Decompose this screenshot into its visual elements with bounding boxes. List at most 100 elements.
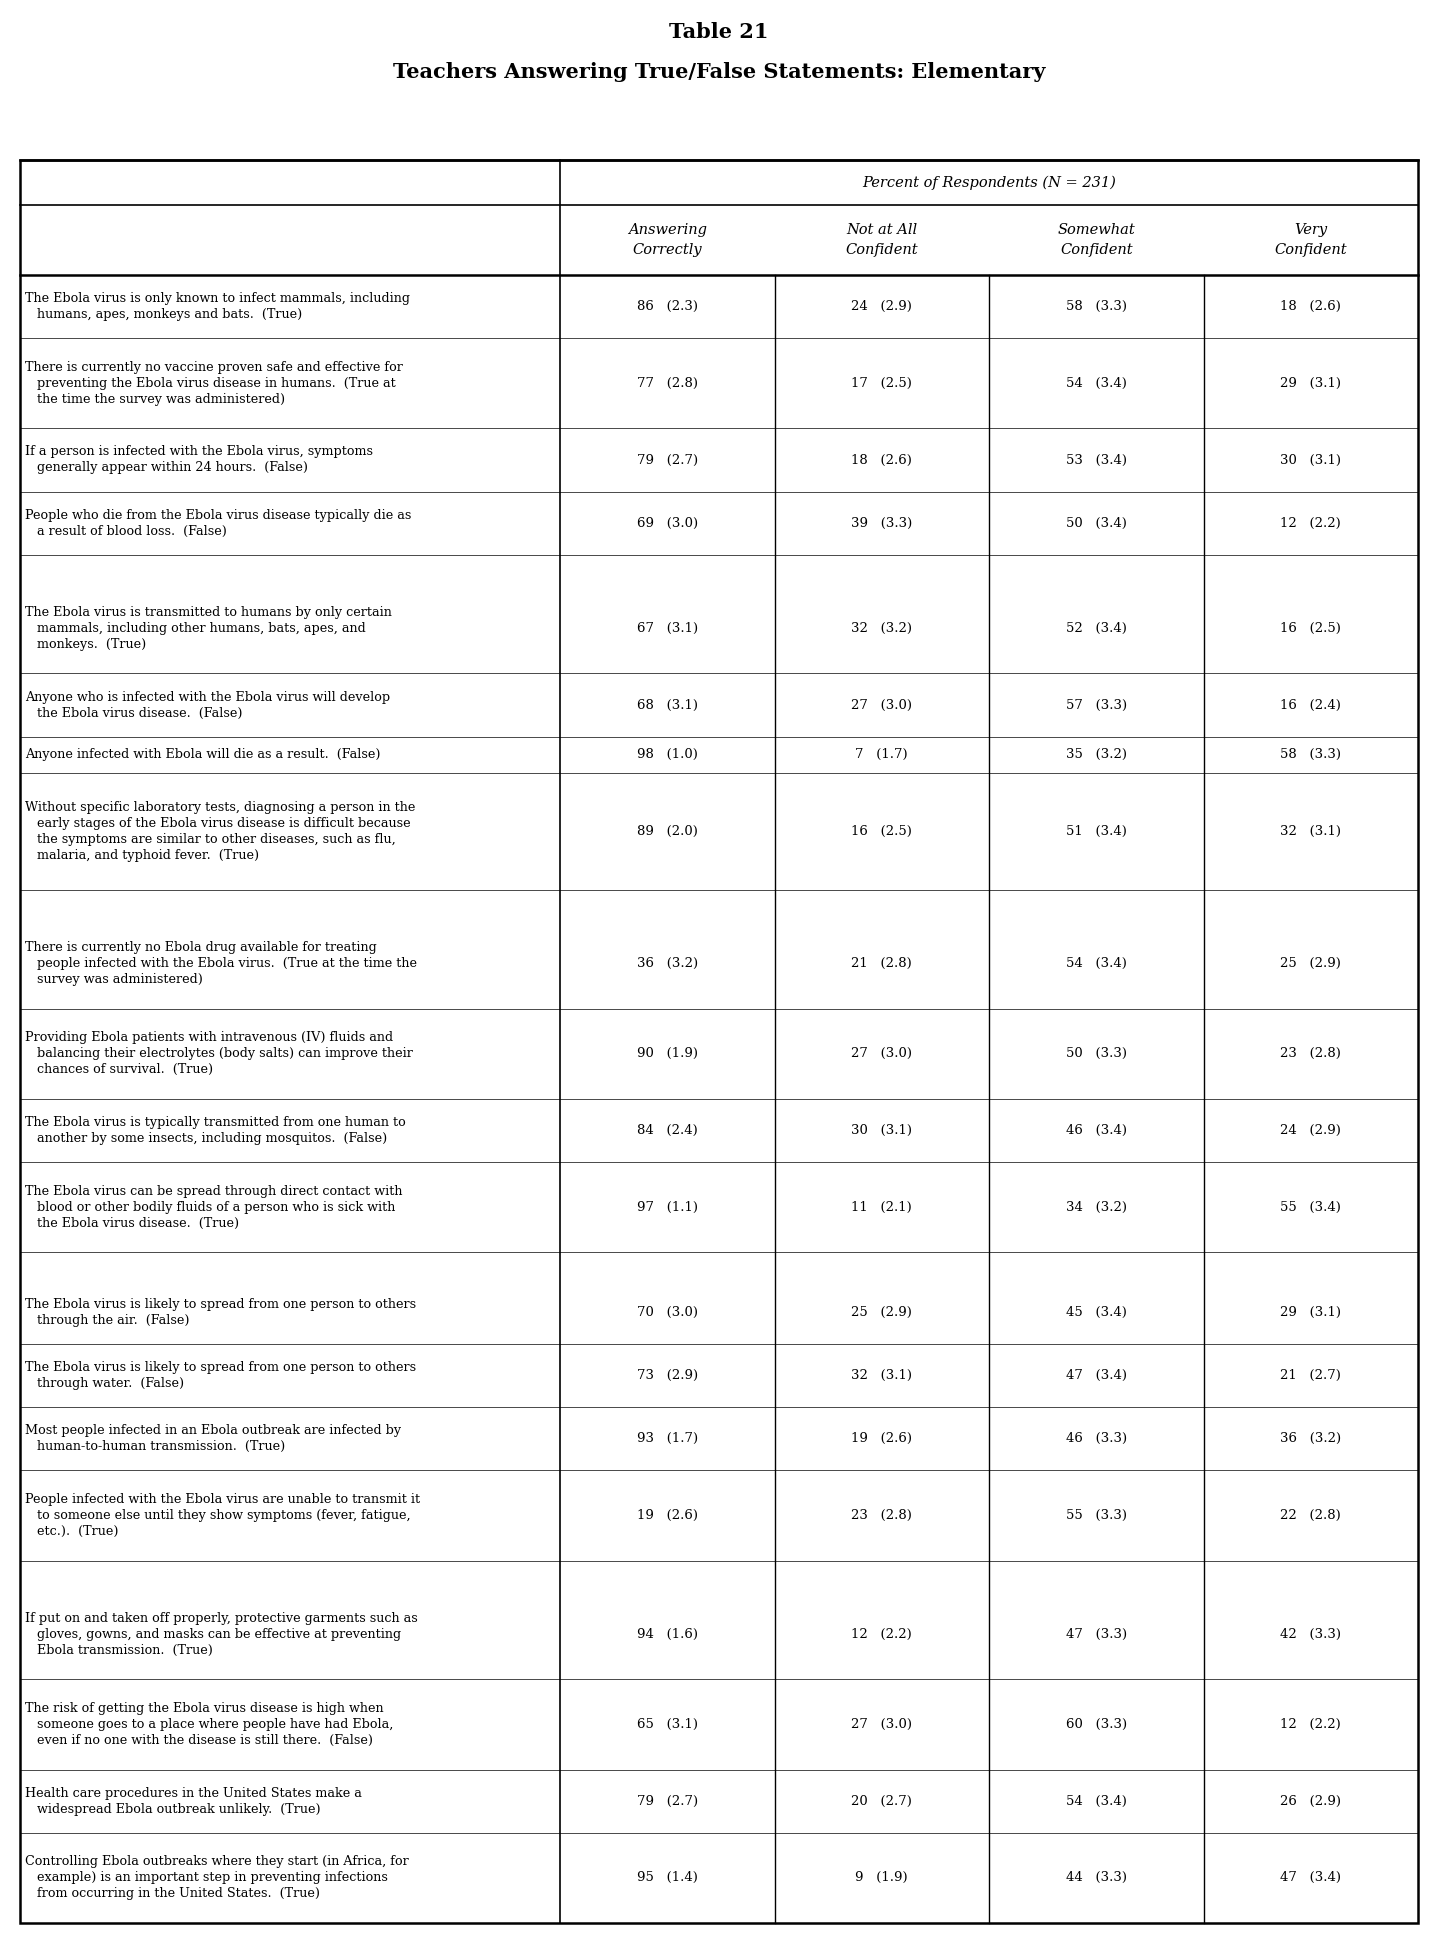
Text: 12   (2.2): 12 (2.2): [1280, 517, 1342, 530]
Text: 50   (3.3): 50 (3.3): [1066, 1047, 1127, 1061]
Text: 68   (3.1): 68 (3.1): [637, 699, 697, 711]
Text: Teachers Answering True/False Statements: Elementary: Teachers Answering True/False Statements…: [393, 62, 1045, 82]
Text: 50   (3.4): 50 (3.4): [1066, 517, 1127, 530]
Text: 73   (2.9): 73 (2.9): [637, 1370, 697, 1381]
Text: The Ebola virus can be spread through direct contact with
   blood or other bodi: The Ebola virus can be spread through di…: [24, 1185, 403, 1230]
Text: 16   (2.5): 16 (2.5): [1280, 622, 1342, 635]
Text: Without specific laboratory tests, diagnosing a person in the
   early stages of: Without specific laboratory tests, diagn…: [24, 801, 416, 863]
Text: 17   (2.5): 17 (2.5): [851, 377, 912, 391]
Text: 89   (2.0): 89 (2.0): [637, 824, 697, 837]
Text: 27   (3.0): 27 (3.0): [851, 699, 912, 711]
Text: 21   (2.7): 21 (2.7): [1280, 1370, 1342, 1381]
Text: 97   (1.1): 97 (1.1): [637, 1201, 697, 1214]
Text: 27   (3.0): 27 (3.0): [851, 1718, 912, 1731]
Text: 30   (3.1): 30 (3.1): [851, 1125, 912, 1137]
Text: The Ebola virus is typically transmitted from one human to
   another by some in: The Ebola virus is typically transmitted…: [24, 1115, 406, 1144]
Text: 16   (2.4): 16 (2.4): [1280, 699, 1342, 711]
Text: 25   (2.9): 25 (2.9): [851, 1306, 912, 1319]
Text: 20   (2.7): 20 (2.7): [851, 1795, 912, 1807]
Text: 36   (3.2): 36 (3.2): [637, 958, 697, 970]
Text: 23   (2.8): 23 (2.8): [1280, 1047, 1342, 1061]
Text: 18   (2.6): 18 (2.6): [1280, 299, 1342, 313]
Text: 70   (3.0): 70 (3.0): [637, 1306, 697, 1319]
Text: 19   (2.6): 19 (2.6): [851, 1432, 912, 1446]
Text: 47   (3.4): 47 (3.4): [1280, 1871, 1342, 1885]
Text: 95   (1.4): 95 (1.4): [637, 1871, 697, 1885]
Text: The Ebola virus is transmitted to humans by only certain
   mammals, including o: The Ebola virus is transmitted to humans…: [24, 606, 393, 651]
Text: 54   (3.4): 54 (3.4): [1066, 958, 1127, 970]
Text: 12   (2.2): 12 (2.2): [1280, 1718, 1342, 1731]
Text: 58   (3.3): 58 (3.3): [1280, 748, 1342, 762]
Text: 7   (1.7): 7 (1.7): [856, 748, 907, 762]
Text: 16   (2.5): 16 (2.5): [851, 824, 912, 837]
Text: 32   (3.2): 32 (3.2): [851, 622, 912, 635]
Text: 12   (2.2): 12 (2.2): [851, 1628, 912, 1640]
Text: 22   (2.8): 22 (2.8): [1280, 1510, 1342, 1521]
Text: 54   (3.4): 54 (3.4): [1066, 377, 1127, 391]
Text: 44   (3.3): 44 (3.3): [1066, 1871, 1127, 1885]
Text: 24   (2.9): 24 (2.9): [1280, 1125, 1342, 1137]
Text: 55   (3.4): 55 (3.4): [1280, 1201, 1342, 1214]
Text: 29   (3.1): 29 (3.1): [1280, 377, 1342, 391]
Text: 51   (3.4): 51 (3.4): [1066, 824, 1127, 837]
Text: 39   (3.3): 39 (3.3): [851, 517, 912, 530]
Text: If a person is infected with the Ebola virus, symptoms
   generally appear withi: If a person is infected with the Ebola v…: [24, 445, 372, 474]
Text: 98   (1.0): 98 (1.0): [637, 748, 697, 762]
Text: 32   (3.1): 32 (3.1): [851, 1370, 912, 1381]
Text: 69   (3.0): 69 (3.0): [637, 517, 697, 530]
Text: 46   (3.3): 46 (3.3): [1066, 1432, 1127, 1446]
Text: 77   (2.8): 77 (2.8): [637, 377, 697, 391]
Text: 30   (3.1): 30 (3.1): [1280, 453, 1342, 466]
Text: 29   (3.1): 29 (3.1): [1280, 1306, 1342, 1319]
Text: 26   (2.9): 26 (2.9): [1280, 1795, 1342, 1807]
Text: 21   (2.8): 21 (2.8): [851, 958, 912, 970]
Text: 79   (2.7): 79 (2.7): [637, 453, 697, 466]
Text: 11   (2.1): 11 (2.1): [851, 1201, 912, 1214]
Text: 79   (2.7): 79 (2.7): [637, 1795, 697, 1807]
Text: 54   (3.4): 54 (3.4): [1066, 1795, 1127, 1807]
Text: 60   (3.3): 60 (3.3): [1066, 1718, 1127, 1731]
Text: The risk of getting the Ebola virus disease is high when
   someone goes to a pl: The risk of getting the Ebola virus dise…: [24, 1702, 394, 1747]
Text: Answering
Correctly: Answering Correctly: [628, 223, 706, 256]
Text: 34   (3.2): 34 (3.2): [1066, 1201, 1127, 1214]
Text: 18   (2.6): 18 (2.6): [851, 453, 912, 466]
Text: Most people infected in an Ebola outbreak are infected by
   human-to-human tran: Most people infected in an Ebola outbrea…: [24, 1424, 401, 1453]
Text: The Ebola virus is likely to spread from one person to others
   through water. : The Ebola virus is likely to spread from…: [24, 1362, 416, 1389]
Text: Percent of Respondents (N = 231): Percent of Respondents (N = 231): [861, 175, 1116, 190]
Text: 25   (2.9): 25 (2.9): [1280, 958, 1342, 970]
Text: 32   (3.1): 32 (3.1): [1280, 824, 1342, 837]
Text: If put on and taken off properly, protective garments such as
   gloves, gowns, : If put on and taken off properly, protec…: [24, 1613, 418, 1657]
Text: 67   (3.1): 67 (3.1): [637, 622, 697, 635]
Text: 90   (1.9): 90 (1.9): [637, 1047, 697, 1061]
Text: People who die from the Ebola virus disease typically die as
   a result of bloo: People who die from the Ebola virus dise…: [24, 509, 411, 538]
Text: 55   (3.3): 55 (3.3): [1066, 1510, 1127, 1521]
Text: Not at All
Confident: Not at All Confident: [846, 223, 917, 256]
Text: The Ebola virus is only known to infect mammals, including
   humans, apes, monk: The Ebola virus is only known to infect …: [24, 291, 410, 321]
Text: There is currently no Ebola drug available for treating
   people infected with : There is currently no Ebola drug availab…: [24, 940, 417, 987]
Text: 42   (3.3): 42 (3.3): [1280, 1628, 1342, 1640]
Text: 53   (3.4): 53 (3.4): [1066, 453, 1127, 466]
Text: People infected with the Ebola virus are unable to transmit it
   to someone els: People infected with the Ebola virus are…: [24, 1492, 420, 1539]
Text: 19   (2.6): 19 (2.6): [637, 1510, 697, 1521]
Text: 9   (1.9): 9 (1.9): [856, 1871, 907, 1885]
Text: Controlling Ebola outbreaks where they start (in Africa, for
   example) is an i: Controlling Ebola outbreaks where they s…: [24, 1856, 408, 1900]
Text: 47   (3.4): 47 (3.4): [1066, 1370, 1127, 1381]
Text: 27   (3.0): 27 (3.0): [851, 1047, 912, 1061]
Text: 57   (3.3): 57 (3.3): [1066, 699, 1127, 711]
Text: The Ebola virus is likely to spread from one person to others
   through the air: The Ebola virus is likely to spread from…: [24, 1298, 416, 1327]
Text: 94   (1.6): 94 (1.6): [637, 1628, 697, 1640]
Text: Very
Confident: Very Confident: [1274, 223, 1347, 256]
Text: 23   (2.8): 23 (2.8): [851, 1510, 912, 1521]
Text: 58   (3.3): 58 (3.3): [1066, 299, 1127, 313]
Text: 93   (1.7): 93 (1.7): [637, 1432, 697, 1446]
Text: Table 21: Table 21: [669, 21, 769, 43]
Text: Providing Ebola patients with intravenous (IV) fluids and
   balancing their ele: Providing Ebola patients with intravenou…: [24, 1032, 413, 1076]
Text: 24   (2.9): 24 (2.9): [851, 299, 912, 313]
Text: 46   (3.4): 46 (3.4): [1066, 1125, 1127, 1137]
Text: 84   (2.4): 84 (2.4): [637, 1125, 697, 1137]
Text: 36   (3.2): 36 (3.2): [1280, 1432, 1342, 1446]
Text: 35   (3.2): 35 (3.2): [1066, 748, 1127, 762]
Text: Anyone who is infected with the Ebola virus will develop
   the Ebola virus dise: Anyone who is infected with the Ebola vi…: [24, 690, 390, 719]
Text: 65   (3.1): 65 (3.1): [637, 1718, 697, 1731]
Text: Anyone infected with Ebola will die as a result.  (False): Anyone infected with Ebola will die as a…: [24, 748, 381, 762]
